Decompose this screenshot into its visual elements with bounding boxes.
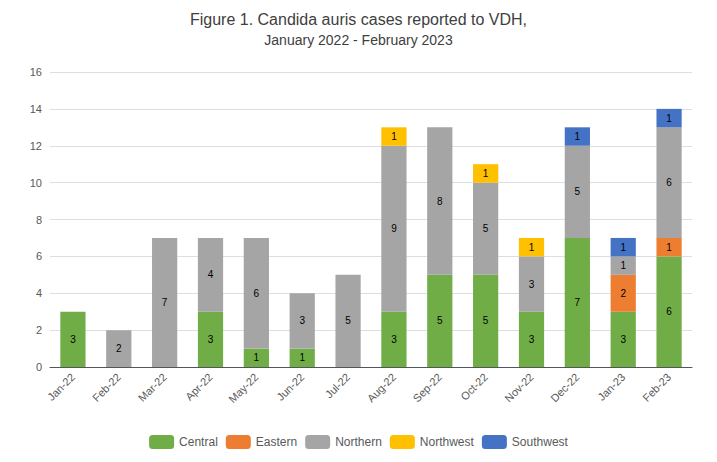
svg-text:Aug-22: Aug-22 (365, 371, 399, 405)
svg-text:Nov-22: Nov-22 (502, 371, 536, 405)
svg-text:14: 14 (30, 103, 42, 115)
svg-text:Northwest: Northwest (420, 435, 475, 449)
svg-text:5: 5 (575, 186, 581, 197)
svg-text:1: 1 (299, 352, 305, 363)
svg-text:6: 6 (36, 250, 42, 262)
svg-text:8: 8 (36, 214, 42, 226)
svg-text:Central: Central (179, 435, 218, 449)
svg-text:Jul-22: Jul-22 (323, 371, 353, 401)
svg-text:2: 2 (116, 343, 122, 354)
svg-text:3: 3 (529, 279, 535, 290)
svg-text:Northern: Northern (335, 435, 382, 449)
svg-text:1: 1 (666, 113, 672, 124)
svg-text:Jan-23: Jan-23 (595, 371, 627, 403)
svg-text:10: 10 (30, 177, 42, 189)
svg-text:Jun-22: Jun-22 (274, 371, 306, 403)
svg-text:Dec-22: Dec-22 (548, 371, 582, 405)
svg-text:16: 16 (30, 66, 42, 78)
svg-text:0: 0 (36, 361, 42, 373)
svg-text:2: 2 (620, 288, 626, 299)
svg-text:January 2022 - February 2023: January 2022 - February 2023 (264, 32, 453, 48)
svg-text:Eastern: Eastern (256, 435, 297, 449)
svg-text:1: 1 (529, 242, 535, 253)
svg-text:4: 4 (36, 287, 42, 299)
svg-text:6: 6 (254, 288, 260, 299)
svg-text:5: 5 (437, 315, 443, 326)
svg-text:Jan-22: Jan-22 (45, 371, 77, 403)
svg-text:5: 5 (483, 315, 489, 326)
svg-text:1: 1 (575, 131, 581, 142)
svg-text:5: 5 (483, 223, 489, 234)
svg-text:Mar-22: Mar-22 (136, 371, 169, 404)
svg-text:1: 1 (666, 242, 672, 253)
svg-text:1: 1 (620, 260, 626, 271)
svg-text:5: 5 (345, 315, 351, 326)
svg-text:3: 3 (299, 315, 305, 326)
svg-text:12: 12 (30, 140, 42, 152)
svg-text:3: 3 (208, 334, 214, 345)
svg-text:3: 3 (620, 334, 626, 345)
svg-text:2: 2 (36, 324, 42, 336)
svg-text:8: 8 (437, 196, 443, 207)
svg-text:6: 6 (666, 306, 672, 317)
svg-text:1: 1 (254, 352, 260, 363)
svg-text:Sep-22: Sep-22 (410, 371, 444, 405)
svg-text:1: 1 (620, 242, 626, 253)
svg-text:7: 7 (575, 297, 581, 308)
svg-text:7: 7 (162, 297, 168, 308)
svg-text:3: 3 (70, 334, 76, 345)
svg-text:9: 9 (391, 223, 397, 234)
svg-text:Apr-22: Apr-22 (183, 371, 215, 403)
svg-text:6: 6 (666, 177, 672, 188)
svg-text:May-22: May-22 (226, 371, 260, 405)
svg-text:3: 3 (529, 334, 535, 345)
svg-text:1: 1 (391, 131, 397, 142)
svg-text:4: 4 (208, 269, 214, 280)
svg-text:Southwest: Southwest (512, 435, 569, 449)
svg-text:Figure 1. Candida auris cases: Figure 1. Candida auris cases reported t… (190, 11, 527, 28)
svg-text:Feb-22: Feb-22 (90, 371, 123, 404)
svg-text:3: 3 (391, 334, 397, 345)
svg-text:Oct-22: Oct-22 (458, 371, 490, 403)
svg-text:Feb-23: Feb-23 (640, 371, 673, 404)
svg-text:1: 1 (483, 168, 489, 179)
